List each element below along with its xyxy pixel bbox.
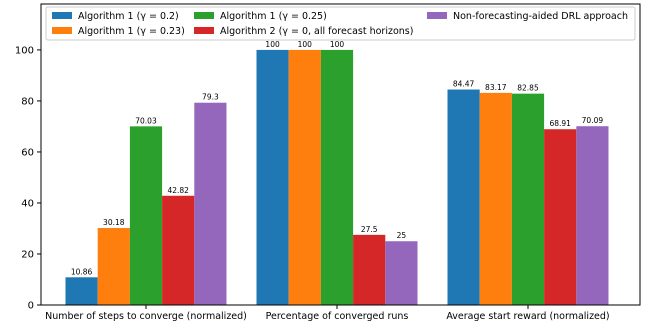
bar-value-label: 82.85 [517, 84, 539, 93]
bar-value-label: 84.47 [453, 80, 475, 89]
x-tick-label: Percentage of converged runs [266, 311, 409, 322]
bar-value-label: 27.5 [361, 225, 378, 234]
bar-value-label: 10.86 [71, 267, 93, 276]
bar [385, 241, 418, 305]
legend-swatch [52, 27, 72, 34]
bar [162, 195, 195, 305]
x-tick-label: Number of steps to converge (normalized) [45, 311, 247, 322]
bar [256, 49, 289, 305]
bar-value-label: 83.17 [485, 83, 507, 92]
y-axis: 0 20 40 60 80 100 [15, 45, 41, 312]
y-tick-label: 80 [21, 96, 34, 107]
bar-value-label: 79.3 [202, 93, 219, 102]
y-tick-label: 40 [21, 198, 34, 209]
bar-value-label: 25 [397, 231, 407, 240]
bar [320, 49, 354, 305]
bar-value-label: 70.03 [135, 116, 157, 125]
y-tick-label: 0 [28, 301, 34, 312]
axes-frame [40, 3, 641, 306]
bar [576, 126, 609, 306]
bar-value-label: 42.82 [167, 186, 189, 195]
legend-entry: Algorithm 2 (γ = 0, all forecast horizon… [220, 26, 413, 37]
x-tick-label: Average start reward (normalized) [446, 311, 609, 322]
bar-value-label: 68.91 [549, 119, 571, 128]
y-tick-label: 20 [21, 249, 34, 260]
bar-value-label: 30.18 [103, 218, 125, 227]
bar-value-label: 70.09 [582, 116, 604, 125]
bar [447, 89, 480, 305]
bar [97, 228, 130, 305]
legend-swatch [194, 12, 214, 19]
legend-entry: Algorithm 1 (γ = 0.25) [220, 11, 327, 22]
legend-entry: Non-forecasting-aided DRL approach [453, 11, 628, 22]
legend-swatch [194, 27, 214, 34]
legend-swatch [427, 12, 447, 19]
bar [194, 102, 227, 305]
legend-box [45, 6, 636, 41]
bar [353, 234, 386, 305]
bar [511, 93, 545, 305]
bar [65, 277, 98, 305]
bar [288, 49, 321, 305]
bar [129, 126, 163, 305]
x-axis: Number of steps to converge (normalized)… [45, 305, 610, 322]
y-tick-label: 60 [21, 147, 34, 158]
y-tick-label: 100 [15, 45, 34, 56]
bar [544, 129, 577, 305]
bar-value-label: 100 [298, 40, 313, 49]
bars-layer [65, 49, 609, 306]
bar-value-label: 100 [265, 40, 280, 49]
bar-value-label: 100 [330, 40, 345, 49]
legend-entry: Algorithm 1 (γ = 0.23) [78, 26, 185, 37]
bar-labels-layer: 10.86 100 84.47 30.18 100 83.17 70.03 100 82.85 4… [71, 40, 603, 276]
bar [479, 92, 512, 305]
legend-swatch [52, 12, 72, 19]
legend-entry: Algorithm 1 (γ = 0.2) [78, 11, 179, 22]
legend: Algorithm 1 (γ = 0.2) Algorithm 1 (γ = 0.… [45, 6, 636, 41]
